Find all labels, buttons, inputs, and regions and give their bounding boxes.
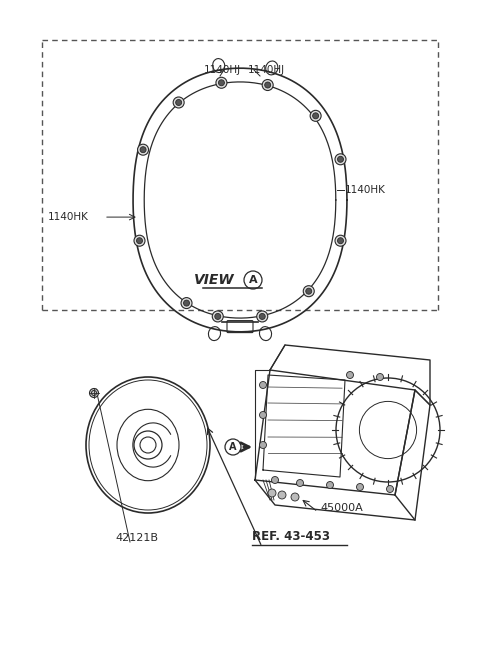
Circle shape	[376, 373, 384, 381]
Circle shape	[138, 144, 149, 155]
Circle shape	[176, 100, 181, 105]
Circle shape	[260, 411, 266, 419]
Circle shape	[173, 97, 184, 108]
Circle shape	[312, 113, 319, 119]
Circle shape	[310, 110, 321, 121]
Circle shape	[278, 491, 286, 499]
Circle shape	[337, 157, 344, 162]
Text: REF. 43-453: REF. 43-453	[252, 530, 330, 543]
Circle shape	[326, 481, 334, 489]
Circle shape	[216, 77, 227, 88]
Text: 1140HJ: 1140HJ	[248, 65, 285, 75]
Circle shape	[259, 314, 265, 320]
Text: 42121B: 42121B	[115, 533, 158, 543]
Circle shape	[357, 483, 363, 491]
Circle shape	[183, 300, 190, 306]
Text: 1140HK: 1140HK	[345, 185, 385, 195]
Circle shape	[212, 311, 223, 322]
Circle shape	[303, 286, 314, 297]
Circle shape	[260, 441, 266, 449]
Circle shape	[140, 147, 146, 153]
Text: 1140HJ: 1140HJ	[204, 65, 241, 75]
Text: VIEW: VIEW	[194, 273, 235, 287]
Circle shape	[218, 80, 225, 86]
Circle shape	[215, 314, 221, 320]
Circle shape	[89, 388, 98, 398]
Circle shape	[268, 489, 276, 497]
Circle shape	[260, 381, 266, 388]
Text: A: A	[249, 275, 257, 285]
Text: 45000A: 45000A	[320, 503, 363, 513]
Circle shape	[136, 238, 143, 244]
Circle shape	[291, 493, 299, 501]
Circle shape	[257, 311, 268, 322]
Circle shape	[347, 371, 353, 379]
Circle shape	[297, 479, 303, 487]
Circle shape	[337, 238, 344, 244]
Circle shape	[134, 235, 145, 246]
Circle shape	[335, 154, 346, 165]
Circle shape	[386, 485, 394, 493]
Circle shape	[306, 288, 312, 294]
Circle shape	[335, 235, 346, 246]
Circle shape	[262, 79, 273, 90]
Circle shape	[181, 297, 192, 309]
Text: 1140HK: 1140HK	[48, 212, 89, 222]
Circle shape	[264, 82, 271, 88]
Circle shape	[272, 476, 278, 483]
Text: A: A	[229, 442, 237, 452]
